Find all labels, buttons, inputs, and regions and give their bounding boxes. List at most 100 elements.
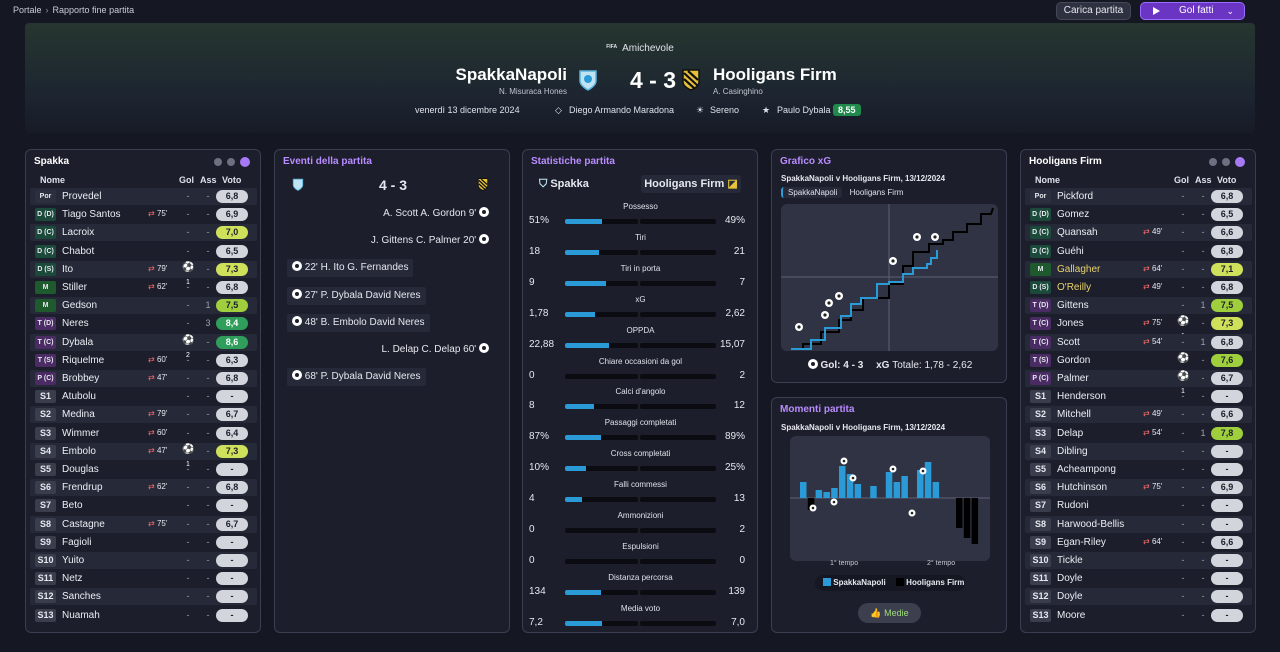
player-row[interactable]: S5 Acheampong - - - (1025, 461, 1252, 478)
player-name[interactable]: Harwood-Bellis (1057, 518, 1125, 530)
player-name[interactable]: Wimmer (62, 427, 100, 439)
player-name[interactable]: Jones (1057, 318, 1084, 330)
player-row[interactable]: S10 Tickle - - - (1025, 552, 1252, 569)
player-name[interactable]: Gomez (1057, 209, 1090, 221)
away-goal-event[interactable]: L. Delap C. Delap 60' (377, 341, 493, 359)
player-name[interactable]: Provedel (62, 191, 102, 202)
player-name[interactable]: Gallagher (1057, 263, 1101, 275)
player-name[interactable]: Netz (62, 573, 83, 585)
player-name[interactable]: Gedson (62, 300, 98, 312)
player-name[interactable]: Acheampong (1057, 464, 1116, 475)
page-dot[interactable] (214, 158, 222, 166)
page-dot[interactable] (1209, 158, 1217, 166)
player-name[interactable]: Delap (1057, 427, 1084, 439)
home-goal-event[interactable]: 27' P. Dybala David Neres (287, 286, 426, 305)
player-row[interactable]: S5 Douglas - - - (30, 461, 257, 478)
player-name[interactable]: Gordon (1057, 354, 1091, 366)
player-name[interactable]: Nuamah (62, 609, 100, 621)
player-row[interactable]: D (C) Chabot - -6,5 (30, 243, 257, 260)
player-row[interactable]: S2 Medina ⇄ 79' - -6,7 (30, 406, 257, 424)
player-name[interactable]: Douglas (62, 464, 99, 475)
player-row[interactable]: S4 Dibling - - - (1025, 442, 1252, 460)
player-row[interactable]: S11 Doyle - - - (1025, 570, 1252, 587)
player-name[interactable]: Beto (62, 500, 83, 512)
player-row[interactable]: S12 Doyle - - - (1025, 588, 1252, 606)
player-row[interactable]: P (C) Palmer ⚽1-6,7 (1025, 370, 1252, 395)
player-row[interactable]: D (C) Lacroix - -7,0 (30, 224, 257, 242)
player-row[interactable]: S9 Egan-Riley ⇄ 64' - -6,6 (1025, 534, 1252, 551)
player-row[interactable]: S1 Henderson - - - (1025, 388, 1252, 405)
player-name[interactable]: Lacroix (62, 227, 95, 239)
player-row[interactable]: S6 Hutchinson ⇄ 75' - -6,9 (1025, 479, 1252, 497)
player-name[interactable]: Fagioli (62, 536, 92, 548)
player-row[interactable]: S8 Harwood-Bellis - - - (1025, 515, 1252, 533)
player-row[interactable]: S9 Fagioli - - - (30, 534, 257, 551)
player-name[interactable]: Scott (1057, 336, 1080, 348)
player-name[interactable]: Ito (62, 263, 74, 275)
load-match-button[interactable]: Carica partita (1056, 2, 1131, 20)
home-goal-event[interactable]: 22' H. Ito G. Fernandes (287, 259, 414, 278)
player-name[interactable]: Dybala (62, 336, 94, 348)
goals-scored-dropdown[interactable]: Gol fatti ⌄ (1140, 2, 1245, 20)
player-row[interactable]: S13 Moore - - - (1025, 607, 1252, 624)
home-goal-event[interactable]: 68' P. Dybala David Neres (287, 368, 426, 387)
xg-legend-home[interactable]: SpakkaNapoli (781, 187, 843, 198)
player-name[interactable]: Pickford (1057, 191, 1094, 202)
player-row[interactable]: S8 Castagne ⇄ 75' - -6,7 (30, 515, 257, 533)
player-row[interactable]: D (D) Tiago Santos ⇄ 75' - -6,9 (30, 206, 257, 223)
player-row[interactable]: M Gallagher ⇄ 64' - -7,1 (1025, 260, 1252, 278)
player-row[interactable]: S7 Beto - - - (30, 497, 257, 514)
player-row[interactable]: S1 Atubolu - - - (30, 388, 257, 405)
player-row[interactable]: T (C) Scott ⇄ 54' - 1 6,8 (1025, 333, 1252, 351)
player-name[interactable]: O'Reilly (1057, 282, 1092, 293)
player-row[interactable]: M Gedson - 1 7,5 (30, 297, 257, 315)
player-row[interactable]: T (S)Gordon⚽1-7,6 (1025, 352, 1252, 377)
player-row[interactable]: S3 Wimmer ⇄ 60' - -6,4 (30, 425, 257, 442)
averages-button[interactable]: 👍 Medie (858, 603, 921, 623)
player-row[interactable]: S3 Delap ⇄ 54' - 1 7,8 (1025, 425, 1252, 442)
player-row[interactable]: D (D) Gomez - -6,5 (1025, 206, 1252, 223)
player-name[interactable]: Guéhi (1057, 245, 1084, 257)
player-name[interactable]: Sanches (62, 591, 101, 603)
player-row[interactable]: T (D) Neres - 3 8,4 (30, 315, 257, 332)
player-row[interactable]: Por Pickford - -6,8 (1025, 188, 1252, 205)
player-name[interactable]: Quansah (1057, 227, 1098, 239)
player-row[interactable]: D (S) O'Reilly ⇄ 49' - -6,8 (1025, 279, 1252, 296)
player-name[interactable]: Castagne (62, 518, 105, 530)
player-name[interactable]: Palmer (1057, 373, 1089, 384)
player-name[interactable]: Medina (62, 409, 95, 421)
player-row[interactable]: D (C) Guéhi - -6,8 (1025, 243, 1252, 260)
player-row[interactable]: D (S) Ito ⇄ 79' ⚽1-7,3 (30, 260, 257, 286)
home-goal-event[interactable]: 48' B. Embolo David Neres (287, 313, 430, 332)
player-name[interactable]: Moore (1057, 609, 1086, 621)
player-name[interactable]: Gittens (1057, 300, 1089, 312)
player-name[interactable]: Hutchinson (1057, 482, 1108, 494)
player-name[interactable]: Egan-Riley (1057, 536, 1106, 548)
player-name[interactable]: Frendrup (62, 482, 103, 494)
player-row[interactable]: S12 Sanches - - - (30, 588, 257, 606)
player-row[interactable]: S2 Mitchell ⇄ 49' - -6,6 (1025, 406, 1252, 424)
player-name[interactable]: Atubolu (62, 391, 96, 403)
player-name[interactable]: Dibling (1057, 445, 1088, 457)
player-row[interactable]: Por Provedel - -6,8 (30, 188, 257, 205)
page-dot[interactable] (227, 158, 235, 166)
player-name[interactable]: Yuito (62, 555, 85, 566)
player-row[interactable]: P (C) Brobbey ⇄ 47' - -6,8 (30, 370, 257, 387)
player-name[interactable]: Doyle (1057, 591, 1083, 603)
player-name[interactable]: Embolo (62, 445, 96, 457)
player-row[interactable]: D (C) Quansah ⇄ 49' - -6,6 (1025, 224, 1252, 242)
player-name[interactable]: Brobbey (62, 373, 100, 384)
player-name[interactable]: Chabot (62, 245, 95, 257)
away-goal-event[interactable]: J. Gittens C. Palmer 20' (367, 232, 493, 250)
panel-page-dots[interactable] (1204, 157, 1245, 169)
panel-page-dots[interactable] (209, 157, 250, 169)
player-row[interactable]: S10 Yuito - - - (30, 552, 257, 569)
player-row[interactable]: S11 Netz - - - (30, 570, 257, 587)
player-row[interactable]: S13 Nuamah - - - (30, 607, 257, 624)
player-row[interactable]: M Stiller ⇄ 62' - -6,8 (30, 279, 257, 296)
player-row[interactable]: S7 Rudoni - - - (1025, 497, 1252, 514)
page-dot-active[interactable] (1235, 157, 1245, 167)
player-name[interactable]: Riquelme (62, 354, 105, 366)
player-name[interactable]: Stiller (62, 282, 88, 293)
page-dot[interactable] (1222, 158, 1230, 166)
